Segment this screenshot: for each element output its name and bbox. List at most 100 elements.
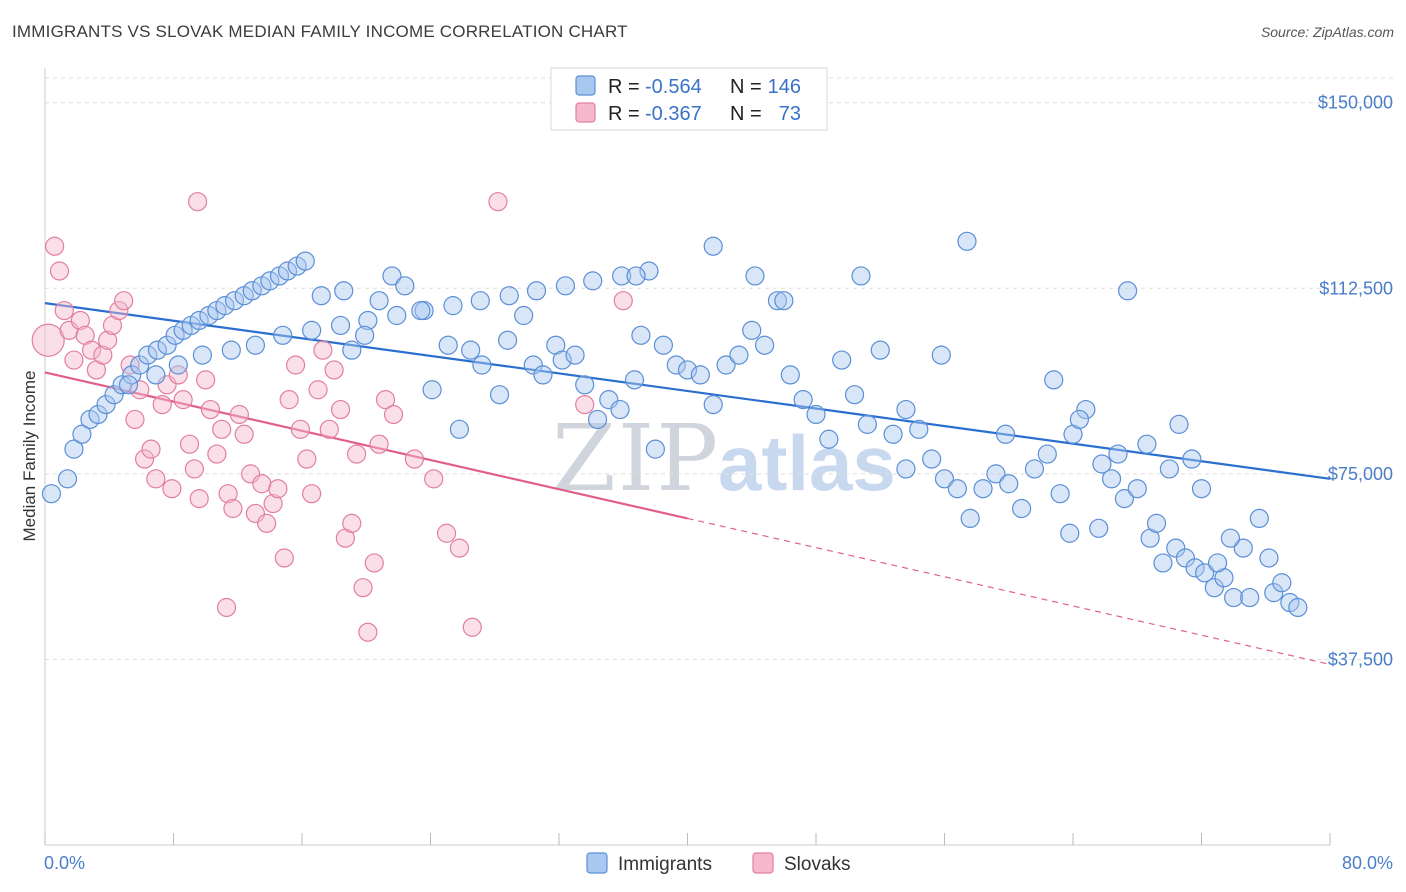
- point-immigrants: [273, 325, 293, 345]
- point-immigrants: [1044, 370, 1064, 390]
- point-immigrants: [472, 355, 492, 375]
- point-immigrants: [729, 345, 749, 365]
- point-immigrants: [72, 424, 92, 444]
- point-immigrants: [1108, 444, 1128, 464]
- point-immigrants: [1118, 281, 1138, 301]
- bottom-legend: Immigrants Slovaks: [586, 852, 851, 875]
- point-immigrants: [1037, 444, 1057, 464]
- point-slovaks: [216, 597, 237, 618]
- point-immigrants: [1272, 573, 1292, 593]
- point-immigrants: [555, 276, 576, 296]
- point-immigrants: [112, 375, 132, 395]
- point-slovaks: [383, 404, 404, 425]
- point-slovaks: [45, 236, 65, 256]
- point-slovaks: [353, 578, 373, 598]
- point-immigrants: [1146, 513, 1167, 533]
- point-immigrants: [703, 236, 723, 256]
- point-immigrants: [168, 355, 188, 375]
- x-tick-label-min: 0.0%: [44, 853, 85, 873]
- point-immigrants: [41, 484, 62, 504]
- point-slovaks: [152, 394, 172, 415]
- point-immigrants: [883, 424, 903, 444]
- point-immigrants: [311, 286, 331, 306]
- point-immigrants: [1233, 538, 1253, 558]
- point-immigrants: [526, 281, 547, 301]
- point-immigrants: [1288, 597, 1308, 618]
- point-immigrants: [832, 350, 852, 370]
- point-slovaks: [297, 449, 317, 469]
- axes: [44, 68, 1331, 846]
- legend: R = -0.564 N = 146 R = -0.367 N = 73: [550, 67, 828, 131]
- y-tick-label: $37,500: [1328, 649, 1393, 669]
- point-immigrants: [533, 365, 553, 385]
- point-immigrants: [703, 394, 723, 415]
- chart-title: IMMIGRANTS VS SLOVAK MEDIAN FAMILY INCOM…: [12, 22, 628, 41]
- point-slovaks: [218, 484, 238, 504]
- y-tick-label: $112,500: [1319, 278, 1393, 298]
- point-immigrants: [1259, 548, 1279, 568]
- bottom-legend-swatch-slovaks: [752, 852, 774, 874]
- point-slovaks: [274, 548, 294, 568]
- point-immigrants: [118, 375, 139, 395]
- point-immigrants: [767, 291, 788, 311]
- point-immigrants: [666, 355, 686, 375]
- point-slovaks: [98, 330, 118, 350]
- point-immigrants: [1069, 409, 1090, 430]
- point-immigrants: [857, 414, 878, 434]
- point-slovaks: [134, 449, 155, 469]
- point-slovaks: [369, 434, 389, 454]
- point-slovaks: [319, 419, 339, 439]
- point-slovaks: [268, 479, 288, 499]
- point-immigrants: [1182, 449, 1202, 469]
- point-immigrants: [242, 281, 262, 301]
- point-immigrants: [514, 305, 534, 326]
- point-immigrants: [806, 404, 826, 425]
- point-slovaks: [252, 474, 272, 494]
- point-slovaks: [449, 538, 470, 558]
- point-immigrants: [1224, 587, 1244, 608]
- point-immigrants: [1195, 563, 1215, 583]
- point-immigrants: [245, 335, 266, 355]
- point-immigrants: [909, 419, 929, 439]
- point-immigrants: [221, 340, 241, 360]
- legend-r-label-slovaks: R =: [608, 103, 640, 125]
- point-slovaks: [613, 291, 633, 311]
- point-immigrants: [690, 365, 710, 385]
- point-immigrants: [1011, 498, 1032, 519]
- trend-line-slovaks: [44, 371, 688, 520]
- point-immigrants: [793, 390, 813, 410]
- point-immigrants: [612, 266, 632, 286]
- legend-n-label-immigrants: N =: [730, 76, 762, 98]
- point-immigrants: [146, 365, 166, 385]
- point-immigrants: [1076, 399, 1096, 420]
- point-immigrants: [130, 355, 150, 375]
- point-immigrants: [931, 345, 951, 365]
- point-immigrants: [1240, 587, 1260, 608]
- point-immigrants: [851, 266, 871, 286]
- point-immigrants: [189, 310, 209, 331]
- bottom-legend-swatch-immigrants: [586, 852, 608, 874]
- point-immigrants: [499, 286, 519, 306]
- point-slovaks: [342, 513, 362, 533]
- point-immigrants: [986, 464, 1006, 484]
- point-immigrants: [1092, 454, 1112, 474]
- point-immigrants: [1175, 548, 1196, 568]
- point-slovaks: [424, 469, 444, 489]
- point-immigrants: [1207, 553, 1228, 573]
- point-slovaks: [81, 340, 102, 360]
- legend-r-value-slovaks: -0.367: [645, 103, 702, 125]
- point-slovaks: [120, 355, 140, 375]
- point-immigrants: [498, 330, 518, 350]
- point-slovaks: [436, 523, 457, 543]
- point-immigrants: [355, 325, 375, 345]
- legend-r-value-immigrants: -0.564: [645, 76, 702, 98]
- point-immigrants: [342, 340, 362, 360]
- source-credit: Source: ZipAtlas.com: [1260, 24, 1394, 40]
- point-immigrants: [1220, 528, 1241, 548]
- point-slovaks: [462, 617, 482, 637]
- point-slovaks: [234, 424, 254, 444]
- point-slovaks: [168, 365, 188, 385]
- point-slovaks: [358, 622, 378, 642]
- x-tick-label-max: 80.0%: [1342, 853, 1393, 873]
